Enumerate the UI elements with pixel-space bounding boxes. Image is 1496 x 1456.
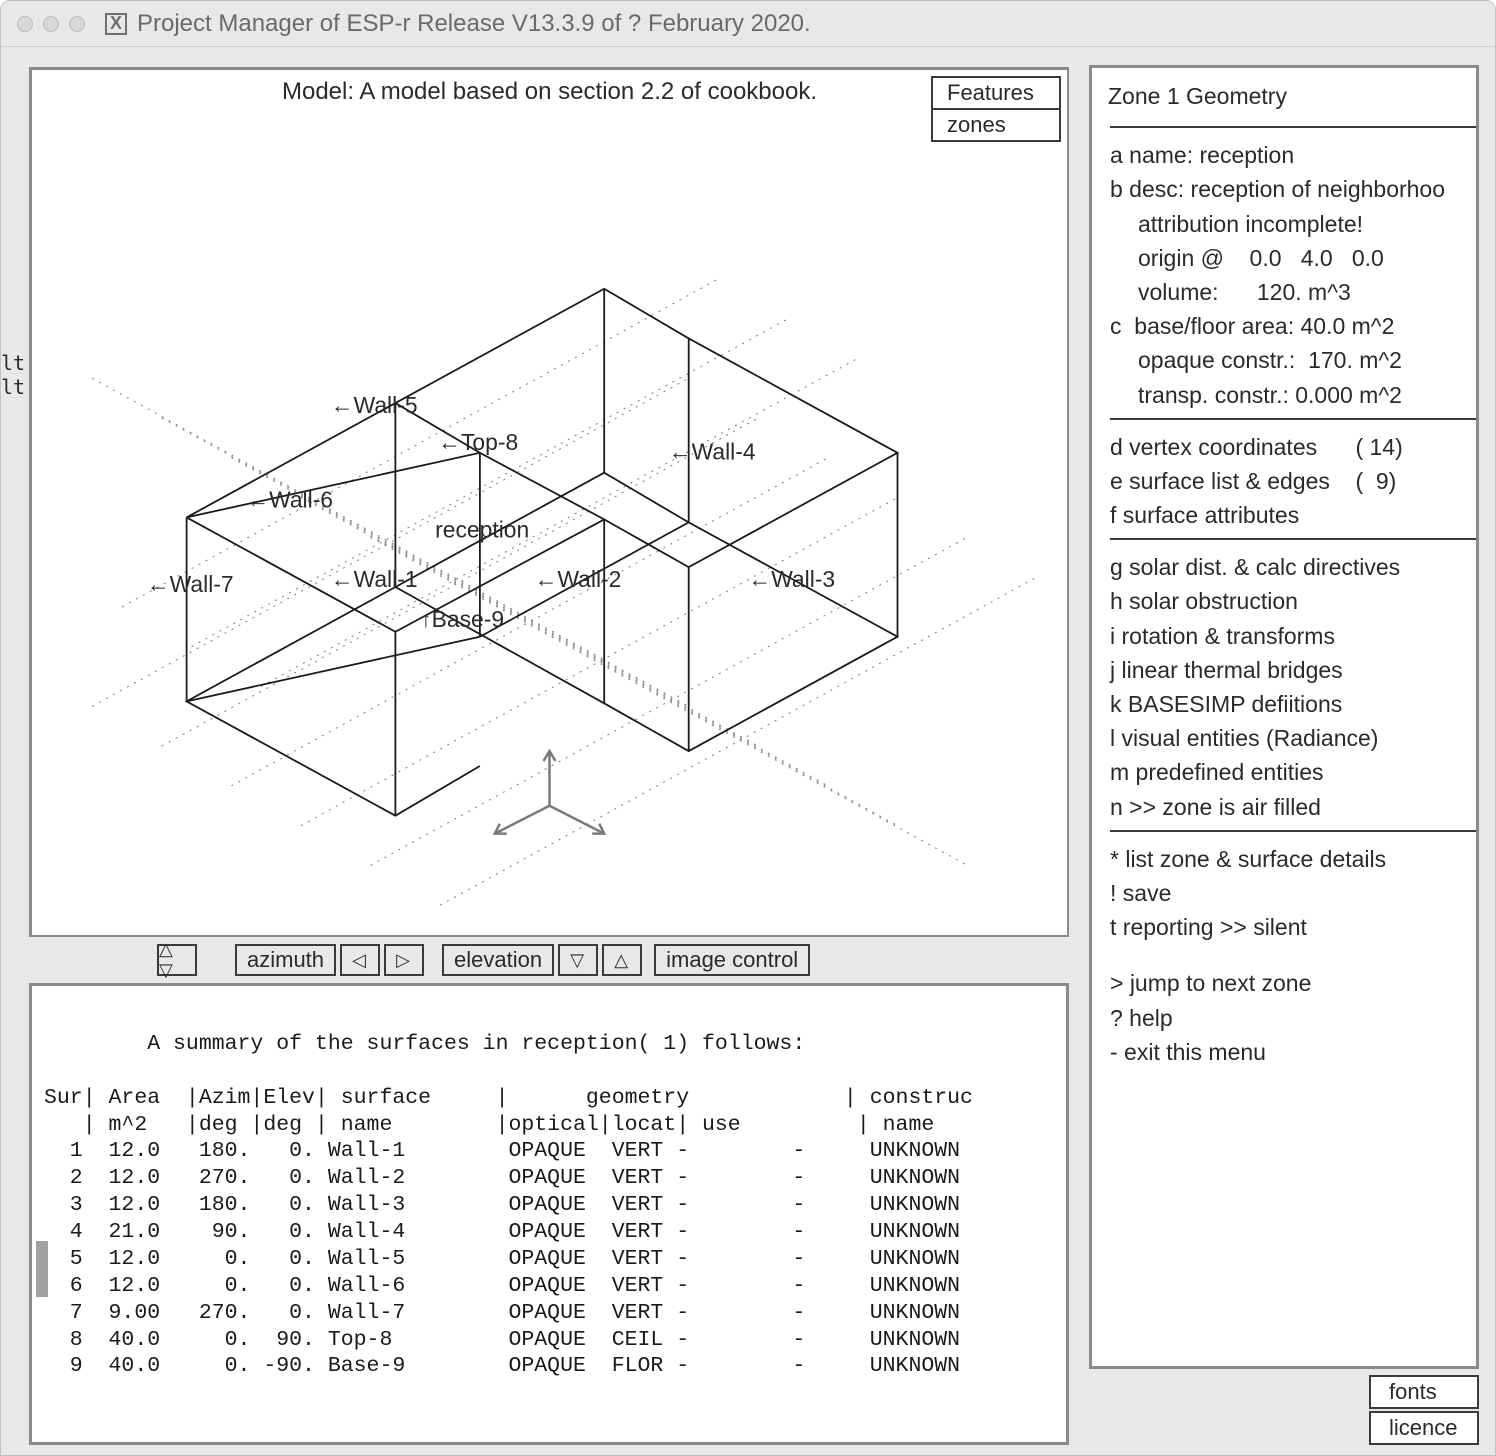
lbl-top8: ←Top-8 xyxy=(438,429,518,455)
elevation-up-button[interactable]: △ xyxy=(602,944,642,976)
menu-title: Zone 1 Geometry xyxy=(1092,78,1476,120)
left-column: Model: A model based on section 2.2 of c… xyxy=(1,47,1079,1455)
menu-h[interactable]: h solar obstruction xyxy=(1092,584,1476,618)
image-control-button[interactable]: image control xyxy=(654,944,810,976)
summary-scrollbar[interactable] xyxy=(36,1241,48,1297)
menu-b1: attribution incomplete! xyxy=(1092,207,1476,241)
menu-b3: volume: 120. m^3 xyxy=(1092,275,1476,309)
summary-panel[interactable]: A summary of the surfaces in reception( … xyxy=(29,983,1069,1445)
menu-exit[interactable]: - exit this menu xyxy=(1092,1035,1476,1069)
lbl-wall4: ←Wall-4 xyxy=(669,439,756,465)
azimuth-label: azimuth xyxy=(235,944,336,976)
menu-f[interactable]: f surface attributes xyxy=(1092,498,1476,532)
features-button[interactable]: Features xyxy=(931,76,1061,110)
menu-bang[interactable]: ! save xyxy=(1092,876,1476,910)
lbl-wall2: ←Wall-2 xyxy=(535,566,622,592)
menu-c[interactable]: c base/floor area: 40.0 m^2 xyxy=(1092,309,1476,343)
elevation-label: elevation xyxy=(442,944,554,976)
menu-j[interactable]: j linear thermal bridges xyxy=(1092,653,1476,687)
lbl-base9: ↑Base-9 xyxy=(420,606,504,632)
titlebar: X Project Manager of ESP-r Release V13.3… xyxy=(1,1,1495,47)
menu-m[interactable]: m predefined entities xyxy=(1092,755,1476,789)
model-viewport[interactable]: Model: A model based on section 2.2 of c… xyxy=(29,67,1069,937)
menu-c1: opaque constr.: 170. m^2 xyxy=(1092,343,1476,377)
viewport-title: Model: A model based on section 2.2 of c… xyxy=(32,78,1067,106)
zoom-window-button[interactable] xyxy=(69,16,85,32)
window-title: Project Manager of ESP-r Release V13.3.9… xyxy=(137,10,811,38)
menu-g[interactable]: g solar dist. & calc directives xyxy=(1092,550,1476,584)
azimuth-right-button[interactable]: ▷ xyxy=(384,944,424,976)
menu-t[interactable]: t reporting >> silent xyxy=(1092,910,1476,944)
minimize-window-button[interactable] xyxy=(43,16,59,32)
elevation-down-button[interactable]: ▽ xyxy=(558,944,598,976)
right-column: Zone 1 Geometry a name: reception b desc… xyxy=(1079,47,1495,1455)
azimuth-left-button[interactable]: ◁ xyxy=(340,944,380,976)
menu-d[interactable]: d vertex coordinates ( 14) xyxy=(1092,430,1476,464)
menu-a[interactable]: a name: reception xyxy=(1092,138,1476,172)
zoom-updown-button[interactable]: △ ▽ xyxy=(157,944,197,976)
close-window-button[interactable] xyxy=(17,16,33,32)
menu-e[interactable]: e surface list & edges ( 9) xyxy=(1092,464,1476,498)
app-window: X Project Manager of ESP-r Release V13.3… xyxy=(0,0,1496,1456)
menu-c2: transp. constr.: 0.000 m^2 xyxy=(1092,378,1476,412)
lbl-wall7: ←Wall-7 xyxy=(147,571,234,597)
view-toolbar: △ ▽ azimuth ◁ ▷ elevation ▽ △ image cont… xyxy=(29,939,1069,981)
zones-button[interactable]: zones xyxy=(931,110,1061,142)
menu-help[interactable]: ? help xyxy=(1092,1001,1476,1035)
menu-star[interactable]: * list zone & surface details xyxy=(1092,842,1476,876)
lbl-wall1: ←Wall-1 xyxy=(331,566,418,592)
menu-i[interactable]: i rotation & transforms xyxy=(1092,619,1476,653)
lbl-reception: reception xyxy=(435,516,529,542)
menu-b[interactable]: b desc: reception of neighborhoo xyxy=(1092,172,1476,206)
traffic-lights xyxy=(17,16,85,32)
menu-b2: origin @ 0.0 4.0 0.0 xyxy=(1092,241,1476,275)
zone-geometry-menu: Zone 1 Geometry a name: reception b desc… xyxy=(1089,65,1479,1369)
menu-l[interactable]: l visual entities (Radiance) xyxy=(1092,721,1476,755)
lbl-wall5: ←Wall-5 xyxy=(331,392,418,418)
menu-jump[interactable]: > jump to next zone xyxy=(1092,966,1476,1000)
summary-text: A summary of the surfaces in reception( … xyxy=(44,1032,973,1379)
model-svg: ←Wall-5 ←Top-8 ←Wall-4 ←Wall-6 reception… xyxy=(32,70,1067,935)
menu-k[interactable]: k BASESIMP defiitions xyxy=(1092,687,1476,721)
menu-n[interactable]: n >> zone is air filled xyxy=(1092,790,1476,824)
lbl-wall3: ←Wall-3 xyxy=(748,566,835,592)
fonts-button[interactable]: fonts xyxy=(1369,1375,1479,1409)
licence-button[interactable]: licence xyxy=(1369,1411,1479,1445)
lbl-wall6: ←Wall-6 xyxy=(246,486,333,512)
app-body: Model: A model based on section 2.2 of c… xyxy=(1,47,1495,1455)
right-buttons: fonts licence xyxy=(1369,1375,1479,1445)
x11-icon: X xyxy=(105,13,127,35)
